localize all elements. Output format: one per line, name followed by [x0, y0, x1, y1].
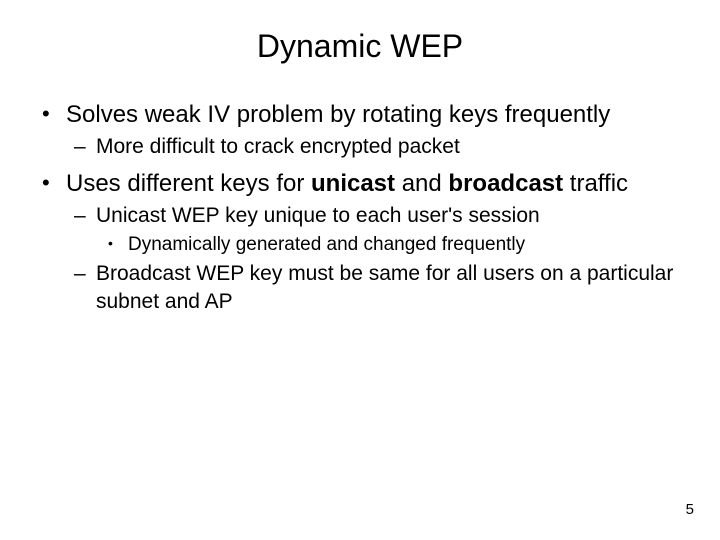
bullet-text: Solves weak IV problem by rotating keys … — [66, 101, 610, 128]
bullet-text: Unicast WEP key unique to each user's se… — [96, 204, 540, 227]
slide-title: Dynamic WEP — [0, 0, 720, 93]
bullet-text: More difficult to crack encrypted packet — [96, 135, 460, 158]
bullet-lvl2: Broadcast WEP key must be same for all u… — [36, 260, 684, 317]
bullet-text: Dynamically generated and changed freque… — [128, 234, 525, 255]
slide: Dynamic WEP Solves weak IV problem by ro… — [0, 0, 720, 540]
bullet-lvl3: Dynamically generated and changed freque… — [36, 232, 684, 258]
bullet-lvl1: Solves weak IV problem by rotating keys … — [36, 99, 684, 131]
bullet-list: Solves weak IV problem by rotating keys … — [36, 99, 684, 317]
bold-text: unicast — [311, 170, 395, 197]
bullet-text-part: traffic — [563, 170, 628, 197]
bullet-text: Broadcast WEP key must be same for all u… — [96, 262, 673, 313]
page-number: 5 — [686, 501, 694, 518]
bullet-lvl2: Unicast WEP key unique to each user's se… — [36, 202, 684, 230]
slide-content: Solves weak IV problem by rotating keys … — [0, 99, 720, 317]
bullet-text-part: Uses different keys for — [66, 170, 311, 197]
bullet-text-part: and — [395, 170, 448, 197]
bullet-lvl1: Uses different keys for unicast and broa… — [36, 168, 684, 200]
bullet-lvl2: More difficult to crack encrypted packet — [36, 133, 684, 161]
bold-text: broadcast — [448, 170, 563, 197]
